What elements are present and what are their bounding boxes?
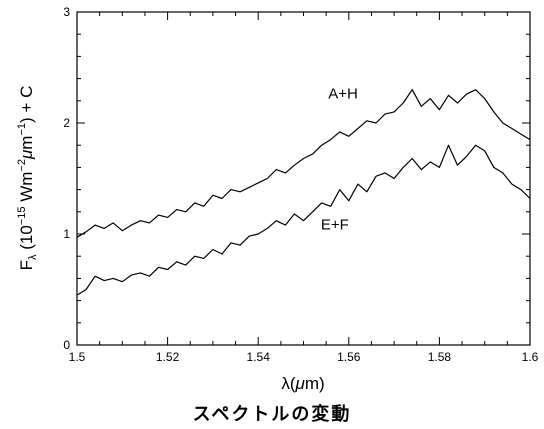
- series-label: A+H: [328, 86, 358, 103]
- x-tick-label: 1.56: [337, 350, 361, 364]
- y-tick-label: 1: [63, 227, 70, 241]
- figure-caption: スペクトルの変動: [192, 404, 352, 425]
- axis-ticks: [76, 11, 531, 346]
- series-line-a-h: [76, 89, 531, 238]
- y-axis-label: Fλ (10−15 Wm−2μm−1) + C: [16, 86, 39, 271]
- x-tick-label: 1.6: [522, 350, 539, 364]
- x-tick-label: 1.54: [247, 350, 271, 364]
- plot-frame: [76, 11, 531, 346]
- y-tick-label: 3: [63, 5, 70, 19]
- x-tick-label: 1.58: [428, 350, 452, 364]
- x-tick-label: 1.5: [69, 350, 86, 364]
- series-label: E+F: [321, 217, 349, 234]
- x-tick-label: 1.52: [156, 350, 180, 364]
- series-line-e-f: [76, 144, 531, 296]
- x-axis-label: λ(μm): [281, 374, 324, 393]
- y-tick-label: 2: [63, 116, 70, 130]
- axis-tick-labels: 1.5 1.52 1.54 1.56 1.58 1.6 0 1 2 3: [63, 5, 538, 364]
- series-labels: A+H E+F: [321, 86, 358, 234]
- series-lines: [76, 89, 531, 296]
- y-tick-label: 0: [63, 338, 70, 352]
